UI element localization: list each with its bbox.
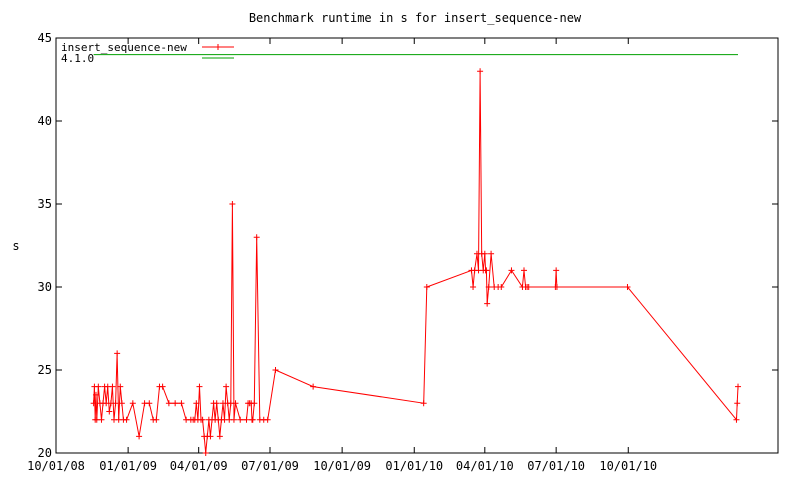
data-point-marker xyxy=(477,68,484,75)
y-tick-label: 25 xyxy=(38,363,52,377)
data-point-marker xyxy=(488,250,495,257)
data-point-marker xyxy=(112,400,119,407)
data-point-marker xyxy=(178,400,185,407)
data-point-marker xyxy=(146,400,153,407)
data-point-marker xyxy=(90,400,97,407)
data-point-marker xyxy=(253,234,260,241)
data-point-marker xyxy=(624,284,631,290)
data-point-marker xyxy=(193,400,200,407)
data-point-marker xyxy=(735,383,742,390)
x-tick-label: 01/01/09 xyxy=(99,459,157,473)
data-point-marker xyxy=(249,416,256,423)
data-point-marker xyxy=(229,201,236,207)
y-tick-label: 45 xyxy=(38,31,52,45)
data-point-marker xyxy=(420,400,427,407)
x-tick-label: 04/01/10 xyxy=(456,459,514,473)
y-tick-label: 20 xyxy=(38,446,52,460)
data-point-marker xyxy=(216,433,223,440)
y-tick-label: 30 xyxy=(38,280,52,294)
data-point-marker xyxy=(251,400,258,407)
data-point-marker xyxy=(237,416,244,423)
legend-label: 4.1.0 xyxy=(61,52,94,65)
data-point-marker xyxy=(106,408,113,415)
data-point-marker xyxy=(196,383,203,390)
legend-marker xyxy=(215,44,221,50)
data-point-marker xyxy=(525,284,532,290)
y-tick-label: 35 xyxy=(38,197,52,211)
data-point-marker xyxy=(95,383,102,390)
data-point-marker xyxy=(264,416,271,423)
x-tick-label: 07/01/09 xyxy=(241,459,299,473)
data-point-marker xyxy=(117,383,124,390)
legend-label: insert_sequence-new xyxy=(61,41,187,54)
data-point-marker xyxy=(508,267,515,274)
data-point-marker xyxy=(207,433,214,440)
data-point-marker xyxy=(498,284,505,290)
data-point-marker xyxy=(109,383,116,390)
x-tick-label: 10/01/10 xyxy=(599,459,657,473)
data-point-marker xyxy=(470,284,477,290)
data-point-marker xyxy=(423,284,430,290)
x-tick-label: 10/01/08 xyxy=(27,459,85,473)
data-point-marker xyxy=(114,350,121,357)
data-point-marker xyxy=(521,267,528,274)
data-point-marker xyxy=(232,400,239,407)
data-point-marker xyxy=(136,433,143,440)
data-point-marker xyxy=(165,400,172,407)
x-tick-label: 10/01/09 xyxy=(313,459,371,473)
series-layer xyxy=(90,54,742,456)
x-tick-label: 07/01/10 xyxy=(527,459,585,473)
data-point-marker xyxy=(123,416,130,423)
data-point-marker xyxy=(310,383,317,390)
x-tick-label: 01/01/10 xyxy=(385,459,443,473)
x-tick-label: 04/01/09 xyxy=(170,459,228,473)
data-point-marker xyxy=(159,383,166,390)
data-point-marker xyxy=(230,416,237,423)
plot-area-frame xyxy=(55,37,779,454)
data-point-marker xyxy=(153,416,160,423)
data-point-marker xyxy=(92,391,99,398)
data-point-marker xyxy=(734,400,741,407)
data-point-marker xyxy=(485,284,492,290)
data-point-marker xyxy=(733,416,740,423)
y-tick-label: 40 xyxy=(38,114,52,128)
data-point-marker xyxy=(243,416,250,423)
data-point-marker xyxy=(483,267,490,274)
data-point-marker xyxy=(223,383,230,390)
data-point-marker xyxy=(272,367,279,373)
y-axis-label: s xyxy=(12,239,19,253)
data-point-marker xyxy=(98,416,105,423)
series-line-insert-sequence-new xyxy=(93,71,739,454)
data-point-marker xyxy=(553,284,560,290)
data-point-marker xyxy=(481,250,488,257)
data-point-marker xyxy=(484,300,491,307)
data-point-marker xyxy=(213,400,220,407)
data-point-marker xyxy=(553,267,560,274)
data-point-marker xyxy=(199,416,206,423)
chart-title: Benchmark runtime in s for insert_sequen… xyxy=(249,11,582,25)
axes-layer: 20 25 30 35 40 45 10/01/08 01/01/09 04/01/09 07/0… xyxy=(27,31,778,473)
data-point-marker xyxy=(118,400,125,407)
data-point-marker xyxy=(202,450,209,456)
data-point-marker xyxy=(172,400,179,407)
data-point-marker xyxy=(129,400,136,407)
